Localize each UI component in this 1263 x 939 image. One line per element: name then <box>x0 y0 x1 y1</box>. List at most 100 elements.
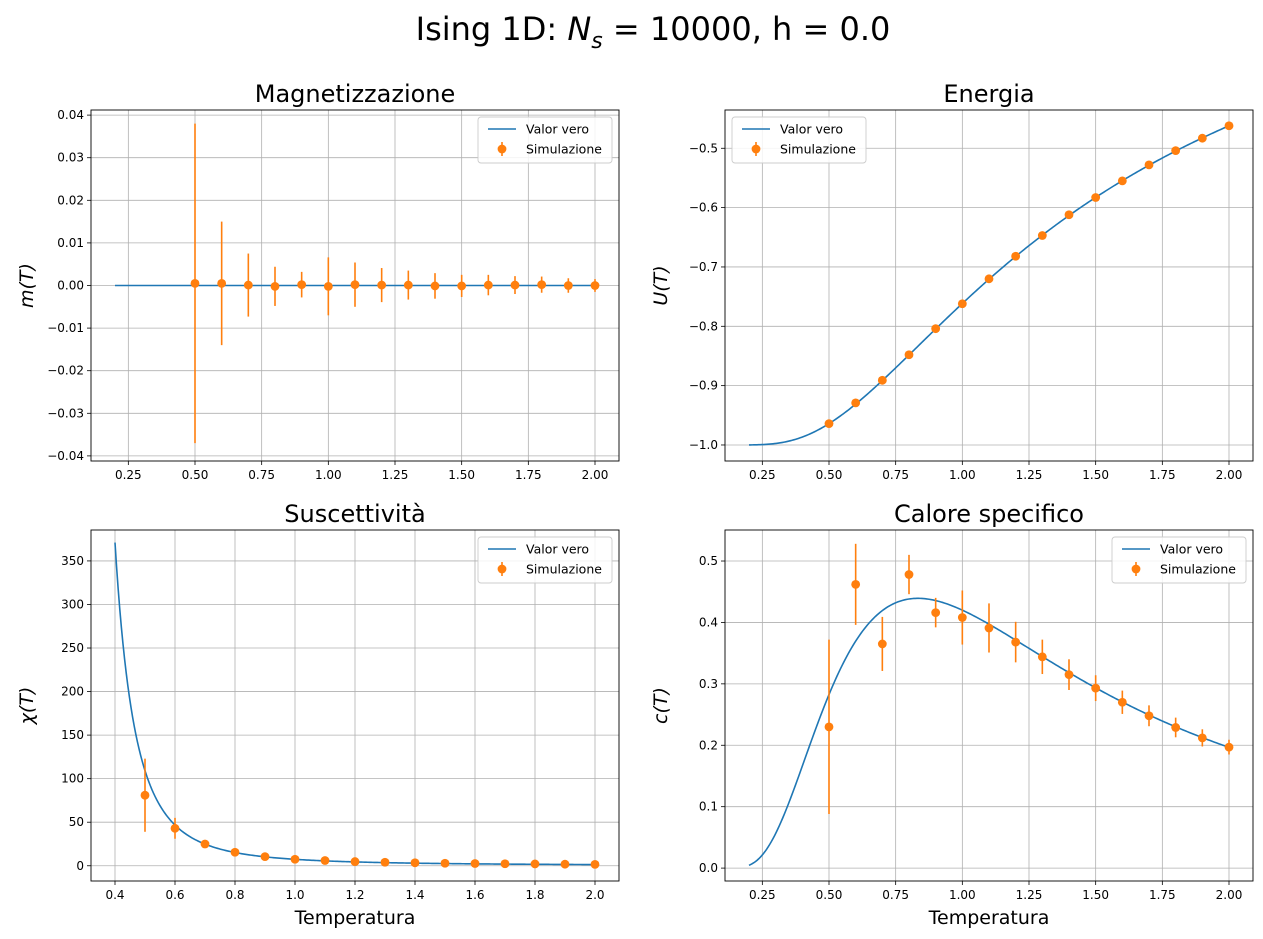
x-tick-label: 0.50 <box>816 468 843 482</box>
data-point <box>510 280 520 290</box>
data-point <box>877 639 887 649</box>
x-tick-label: 0.75 <box>248 468 275 482</box>
data-point <box>410 858 420 868</box>
x-tick-label: 1.2 <box>345 888 364 902</box>
legend-label: Simulazione <box>780 142 856 157</box>
x-tick-label: 1.6 <box>465 888 484 902</box>
legend-label: Simulazione <box>526 562 602 577</box>
legend: Valor vero Simulazione <box>731 116 867 164</box>
data-point <box>957 613 967 622</box>
x-tick-label: 0.25 <box>749 468 776 482</box>
legend-label: Valor vero <box>1160 542 1223 557</box>
x-tick-label: 1.25 <box>1016 468 1043 482</box>
data-point <box>1064 210 1074 220</box>
x-tick-label: 1.00 <box>315 468 342 482</box>
data-point <box>260 852 270 862</box>
x-tick-label: 1.50 <box>1082 468 1109 482</box>
y-tick-label: −0.01 <box>47 321 84 335</box>
data-point <box>230 847 240 857</box>
x-axis-label: Temperatura <box>294 907 416 929</box>
y-tick-label: 0.02 <box>57 193 84 207</box>
legend-label: Simulazione <box>1160 562 1236 577</box>
data-point <box>1091 193 1101 202</box>
x-tick-label: 0.50 <box>182 468 209 482</box>
data-point <box>140 790 150 800</box>
y-tick-label: 0.2 <box>699 738 718 752</box>
axes-frame <box>724 529 1254 882</box>
data-point <box>1037 652 1047 662</box>
data-point <box>931 608 941 618</box>
data-point <box>350 857 360 866</box>
y-tick-label: −0.6 <box>689 201 718 215</box>
data-point <box>320 856 330 865</box>
data-point <box>243 280 253 290</box>
x-tick-label: 1.00 <box>949 888 976 902</box>
data-point <box>350 280 360 290</box>
y-tick-label: 0.4 <box>699 615 718 629</box>
x-tick-label: 0.8 <box>225 888 244 902</box>
y-tick-label: 0.5 <box>699 554 718 568</box>
y-tick-label: −0.8 <box>689 319 718 333</box>
data-point <box>563 281 573 290</box>
plot-area <box>748 121 1234 446</box>
y-tick-label: 0.1 <box>699 800 718 814</box>
panel-title: Energia <box>943 80 1034 108</box>
y-axis-label: m(T) <box>16 263 38 308</box>
y-tick-label: 50 <box>69 815 84 829</box>
data-point <box>1011 637 1021 647</box>
x-tick-label: 0.25 <box>115 468 142 482</box>
y-tick-label: −0.7 <box>689 260 718 274</box>
axes-frame <box>90 529 620 882</box>
data-point <box>824 419 834 429</box>
panel-title: Magnetizzazione <box>255 80 456 108</box>
x-tick-label: 1.8 <box>525 888 544 902</box>
data-point <box>270 281 280 291</box>
panel-specific-heat: 0.25 0.50 0.75 1.00 1.25 1.50 1.75 2.00 0.0 0.1 0.… <box>650 500 1254 929</box>
legend-label: Simulazione <box>526 142 602 157</box>
y-tick-label: −1.0 <box>689 438 718 452</box>
data-point <box>1037 231 1047 240</box>
data-point <box>1144 160 1154 170</box>
data-point <box>957 299 967 309</box>
y-tick-label: 300 <box>61 597 84 611</box>
x-tick-label: 1.25 <box>1016 888 1043 902</box>
data-point <box>984 623 994 633</box>
data-point <box>403 280 413 290</box>
x-tick-label: 1.25 <box>382 468 409 482</box>
data-point <box>380 857 390 867</box>
data-point <box>1091 683 1101 693</box>
data-point <box>200 839 210 849</box>
y-axis-label: U(T) <box>650 265 672 305</box>
data-point <box>904 570 914 579</box>
data-point <box>470 859 480 868</box>
legend-key-marker <box>751 144 761 154</box>
x-tick-label: 0.75 <box>882 468 909 482</box>
x-axis-label: Temperatura <box>928 907 1050 929</box>
y-tick-label: −0.9 <box>689 379 718 393</box>
legend: Valor vero Simulazione <box>1111 536 1247 584</box>
x-tick-label: 0.50 <box>816 888 843 902</box>
y-axis-label: c(T) <box>650 687 672 724</box>
data-point <box>323 281 333 291</box>
legend-key-marker <box>497 564 507 574</box>
plot-area <box>748 543 1234 867</box>
data-point <box>1117 176 1127 186</box>
y-tick-label: −0.5 <box>689 141 718 155</box>
axes-frame <box>724 109 1254 462</box>
x-tick-label: 2.00 <box>1216 888 1243 902</box>
x-tick-label: 1.75 <box>515 468 542 482</box>
theory-curve <box>748 125 1230 446</box>
data-point <box>1224 121 1234 131</box>
data-point <box>290 854 300 864</box>
x-tick-label: 2.00 <box>1216 468 1243 482</box>
y-tick-label: 0.03 <box>57 151 84 165</box>
data-point <box>1197 733 1207 743</box>
data-point <box>217 278 227 288</box>
x-tick-label: 1.4 <box>405 888 424 902</box>
plot-area <box>115 123 600 444</box>
plot-area <box>114 542 600 869</box>
x-tick-label: 2.00 <box>582 468 609 482</box>
y-tick-label: 0 <box>76 859 84 873</box>
data-point <box>190 278 200 288</box>
x-tick-label: 1.00 <box>949 468 976 482</box>
